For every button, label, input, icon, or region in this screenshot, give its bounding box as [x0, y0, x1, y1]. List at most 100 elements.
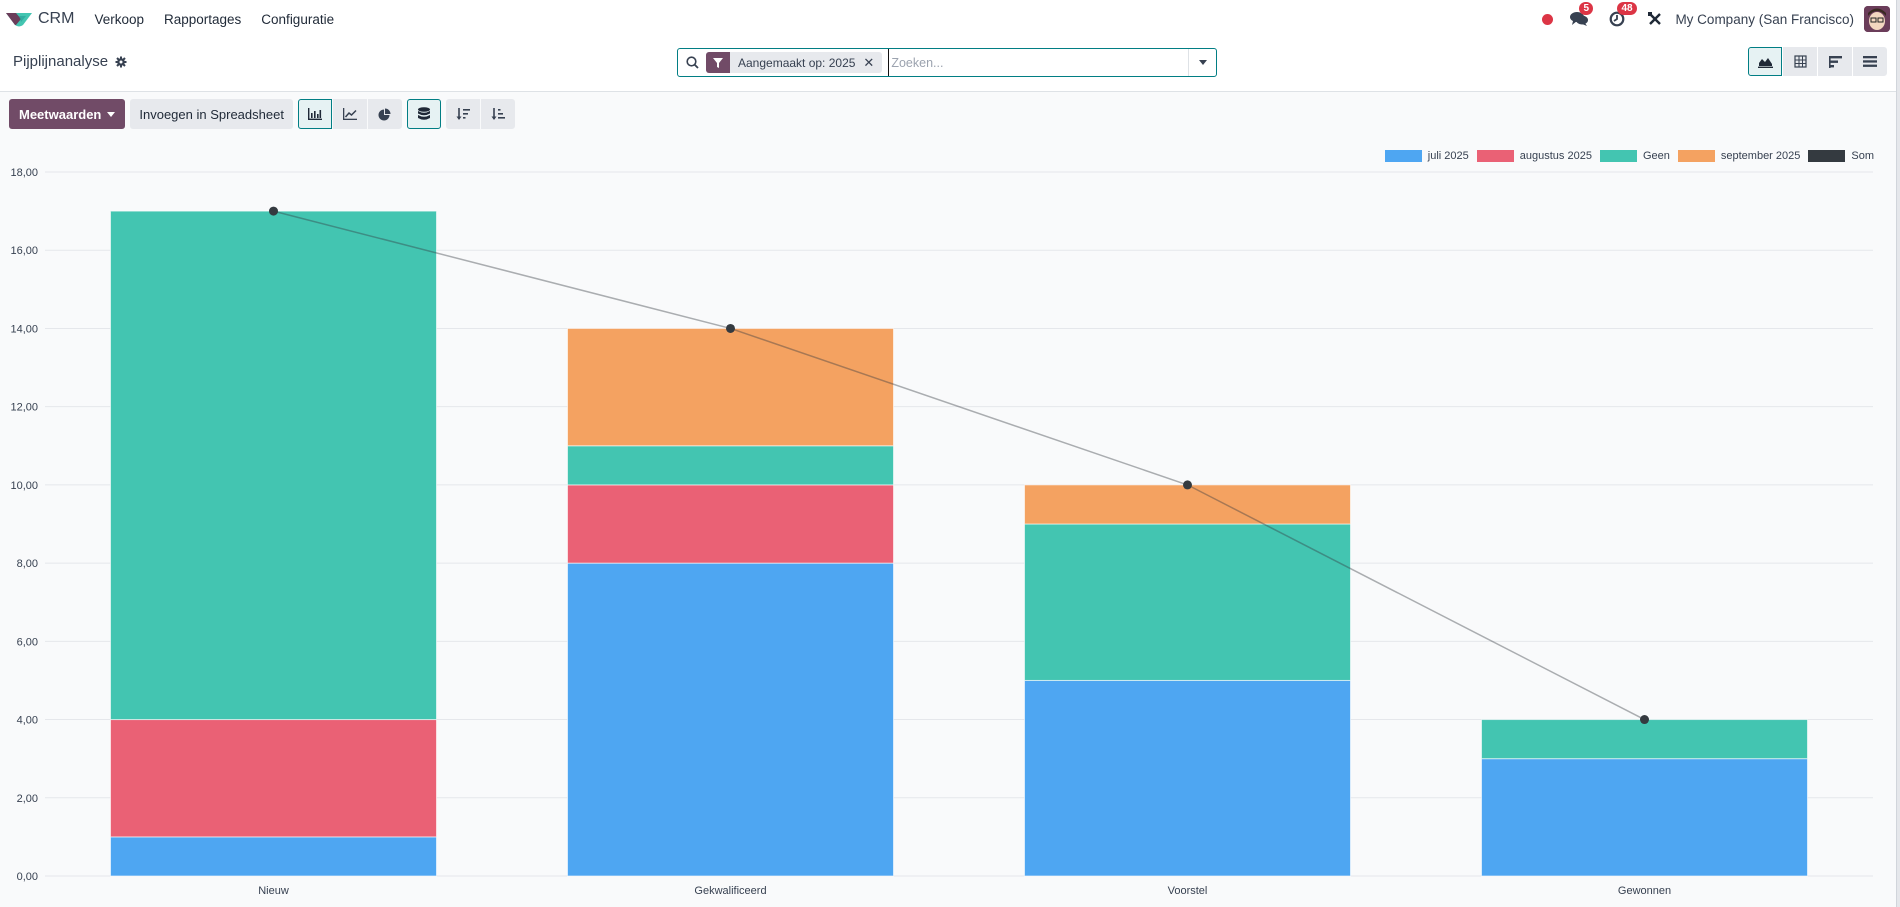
bar-segment[interactable]: [110, 719, 437, 838]
messages-badge: 5: [1579, 2, 1593, 15]
table-icon: [1793, 55, 1807, 68]
x-tick-label: Voorstel: [1168, 885, 1208, 897]
view-cohort-button[interactable]: [1818, 47, 1852, 76]
page-scrollbar[interactable]: [1896, 0, 1900, 907]
chart-type-group: [297, 99, 402, 129]
line-chart-icon: [342, 108, 357, 120]
messages-button[interactable]: 5: [1569, 2, 1593, 29]
company-switcher[interactable]: My Company (San Francisco): [1675, 11, 1854, 27]
insert-spreadsheet-button[interactable]: Invoegen in Spreadsheet: [130, 99, 293, 129]
sum-point[interactable]: [726, 323, 735, 333]
debug-tools-button[interactable]: [1645, 9, 1665, 29]
x-tick-label: Gewonnen: [1618, 885, 1671, 897]
search-icon[interactable]: [678, 56, 706, 69]
bar-segment[interactable]: [1024, 679, 1351, 877]
legend-item-september[interactable]: september 2025: [1677, 150, 1801, 162]
view-list-button[interactable]: [1853, 47, 1887, 76]
line-chart-button[interactable]: [332, 99, 367, 129]
measures-label: Meetwaarden: [19, 106, 102, 122]
sort-ascending-button[interactable]: [480, 99, 515, 129]
caret-down-icon: [107, 111, 116, 117]
stacked-bar-chart[interactable]: 0,00 2,00 4,00 6,00 8,00 10,00 12,00 14,00 16,00…: [0, 140, 1900, 907]
legend-item-som[interactable]: Som: [1808, 150, 1874, 162]
activities-button[interactable]: 48: [1607, 2, 1637, 29]
filter-icon: [706, 52, 730, 73]
user-avatar[interactable]: [1864, 6, 1890, 32]
legend-label: Som: [1851, 150, 1874, 162]
graph-container: juli 2025 augustus 2025 Geen september 2…: [0, 140, 1900, 907]
sort-asc-icon: [491, 107, 505, 120]
search-input[interactable]: [888, 49, 1188, 76]
y-tick-label: 4,00: [17, 715, 38, 727]
bar-segment[interactable]: [110, 836, 437, 877]
sum-point[interactable]: [1640, 715, 1649, 725]
measures-dropdown-button[interactable]: Meetwaarden: [9, 99, 126, 129]
y-tick-label: 2,00: [17, 793, 38, 805]
facet-remove-icon[interactable]: ✕: [863, 54, 875, 70]
chart-legend: juli 2025 augustus 2025 Geen september 2…: [1377, 150, 1874, 162]
bar-segment[interactable]: [1024, 484, 1351, 525]
menu-rapportages[interactable]: Rapportages: [163, 11, 242, 27]
y-tick-label: 0,00: [17, 871, 38, 883]
sort-descending-button[interactable]: [445, 99, 480, 129]
list-icon: [1863, 56, 1877, 67]
legend-swatch: [1808, 150, 1846, 162]
sort-group: [445, 99, 515, 129]
y-tick-label: 12,00: [10, 402, 38, 414]
database-stack-icon: [417, 107, 430, 120]
bar-segment[interactable]: [567, 484, 894, 564]
y-tick-label: 6,00: [17, 636, 38, 648]
legend-item-geen[interactable]: Geen: [1599, 150, 1670, 162]
page-title: Pijplijnanalyse: [13, 53, 109, 70]
stacked-toggle-button[interactable]: [406, 99, 441, 129]
bar-chart-button[interactable]: [297, 99, 332, 129]
avatar-icon: [1864, 6, 1890, 32]
sort-desc-icon: [456, 107, 470, 120]
view-pivot-button[interactable]: [1783, 47, 1817, 76]
bar-segment[interactable]: [567, 327, 894, 447]
legend-swatch: [1476, 150, 1514, 162]
menu-configuratie[interactable]: Configuratie: [261, 11, 335, 27]
bar-horizontal-icon: [1828, 55, 1842, 68]
legend-label: september 2025: [1720, 150, 1801, 162]
pie-chart-icon: [378, 108, 391, 120]
legend-swatch: [1599, 150, 1637, 162]
legend-item-augustus[interactable]: augustus 2025: [1476, 150, 1592, 162]
systray: 5 48 My Company (San Francisco): [1542, 0, 1890, 38]
bar-segment[interactable]: [110, 210, 437, 721]
stacked-group: [406, 99, 441, 129]
sum-point[interactable]: [269, 206, 278, 216]
app-brand[interactable]: CRM: [6, 10, 94, 28]
crm-logo-icon: [6, 13, 32, 27]
area-chart-icon: [1757, 57, 1773, 68]
pie-chart-button[interactable]: [367, 99, 402, 129]
gear-icon[interactable]: [115, 56, 127, 68]
caret-down-icon: [1198, 60, 1207, 65]
legend-label: juli 2025: [1427, 150, 1469, 162]
search-options-toggle[interactable]: [1188, 49, 1216, 76]
bar-segment[interactable]: [567, 445, 894, 486]
view-switcher: [1747, 47, 1887, 76]
y-tick-label: 14,00: [10, 323, 38, 335]
y-tick-label: 16,00: [10, 245, 38, 257]
legend-label: Geen: [1642, 150, 1670, 162]
bar-segment[interactable]: [1024, 523, 1351, 681]
bar-segment[interactable]: [567, 562, 894, 877]
bar-chart-icon: [307, 108, 322, 120]
breadcrumb: Pijplijnanalyse: [13, 53, 127, 70]
view-graph-button[interactable]: [1748, 47, 1782, 76]
legend-item-juli[interactable]: juli 2025: [1384, 150, 1469, 162]
legend-swatch: [1677, 150, 1715, 162]
sum-point[interactable]: [1183, 480, 1192, 490]
menu-verkoop[interactable]: Verkoop: [94, 11, 144, 27]
bar-segment[interactable]: [1481, 758, 1808, 877]
y-tick-label: 18,00: [10, 167, 38, 179]
chat-icon: [1570, 12, 1589, 26]
bar-segment[interactable]: [1481, 719, 1808, 760]
recording-dot-icon[interactable]: [1542, 13, 1554, 25]
app-name: CRM: [38, 10, 75, 27]
y-tick-label: 10,00: [10, 480, 38, 492]
insert-spreadsheet-label: Invoegen in Spreadsheet: [139, 106, 284, 122]
x-tick-label: Gekwalificeerd: [694, 885, 766, 897]
sum-line: [273, 210, 1645, 721]
